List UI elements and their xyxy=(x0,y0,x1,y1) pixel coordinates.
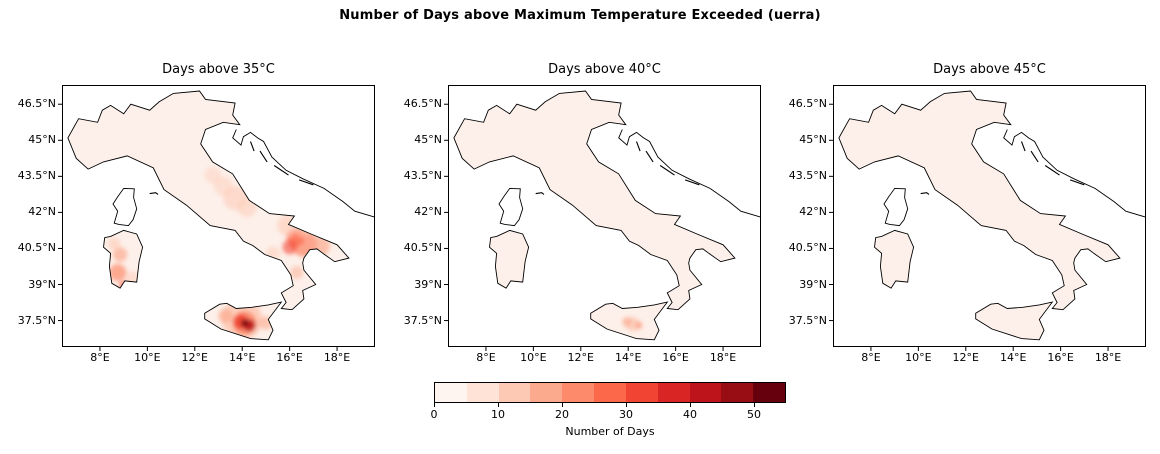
lon-tick-label: 10°E xyxy=(134,351,161,364)
lat-tick-label: 46.5°N xyxy=(17,97,56,111)
figure-title: Number of Days above Maximum Temperature… xyxy=(339,8,821,23)
lat-tick-label: 42°N xyxy=(414,205,442,219)
map-panel-40c: Days above 40°C 46.5°N 45°N 43.5°N 42°N 40.5… xyxy=(404,60,762,400)
lat-tick-label: 46.5°N xyxy=(403,97,442,111)
colorbar-tick-label: 20 xyxy=(555,408,569,421)
lat-tick-label: 39°N xyxy=(28,277,56,291)
lon-tick-label: 18°E xyxy=(709,351,737,364)
colorbar-tick-label: 30 xyxy=(619,408,633,421)
lat-tick-label: 40.5°N xyxy=(403,241,442,255)
colorbar-cell xyxy=(594,383,626,402)
colorbar-tick-label: 10 xyxy=(491,408,505,421)
colorbar-tick xyxy=(562,403,563,407)
lat-tick-label: 46.5°N xyxy=(788,97,827,111)
colorbar-tick-label: 0 xyxy=(430,408,438,421)
lat-tick-label: 43.5°N xyxy=(403,169,442,183)
map-axes-35c xyxy=(58,85,376,351)
map-axes-40c xyxy=(444,85,762,351)
colorbar-label: Number of Days xyxy=(565,425,655,438)
lon-tick-label: 14°E xyxy=(999,351,1027,364)
colorbar-tick xyxy=(434,403,435,407)
colorbar-cell xyxy=(466,383,499,402)
lon-tick-label: 16°E xyxy=(1047,351,1074,364)
lon-tick-label: 10°E xyxy=(905,351,932,364)
map-panel-35c: Days above 35°C 46.5°N 45°N 43.5°N 42°N 40.5… xyxy=(18,60,376,400)
map-axes-45c xyxy=(829,85,1147,351)
lat-tick-label: 45°N xyxy=(414,133,442,147)
colorbar-cell xyxy=(689,383,722,402)
colorbar: Number of Days 0 10 20 30 40 50 xyxy=(430,382,786,452)
colorbar-cell xyxy=(753,383,785,402)
italy-map-40c xyxy=(444,85,762,351)
panel-title-45c: Days above 45°C xyxy=(933,62,1046,77)
lon-tick-label: 14°E xyxy=(614,351,642,364)
colorbar-cell xyxy=(657,383,690,402)
lon-tick-label: 14°E xyxy=(228,351,256,364)
lat-tick-label: 42°N xyxy=(799,205,827,219)
colorbar-tick xyxy=(754,403,755,407)
lat-tick-label: 45°N xyxy=(799,133,827,147)
lat-tick-label: 39°N xyxy=(799,277,827,291)
lon-tick-label: 18°E xyxy=(1094,351,1122,364)
colorbar-tick xyxy=(690,403,691,407)
lat-tick-label: 37.5°N xyxy=(17,313,56,327)
colorbar-gradient xyxy=(434,382,786,403)
colorbar-cell xyxy=(530,383,563,402)
panel-title-35c: Days above 35°C xyxy=(162,62,275,77)
lon-tick-label: 8°E xyxy=(90,351,110,364)
lat-tick-label: 37.5°N xyxy=(403,313,442,327)
lon-tick-label: 8°E xyxy=(861,351,881,364)
lat-tick-label: 39°N xyxy=(414,277,442,291)
lat-tick-label: 43.5°N xyxy=(17,169,56,183)
panel-title-40c: Days above 40°C xyxy=(548,62,661,77)
lon-tick-label: 12°E xyxy=(181,351,208,364)
italy-map-35c xyxy=(58,85,376,351)
colorbar-cell xyxy=(625,383,658,402)
lon-tick-label: 16°E xyxy=(662,351,689,364)
lon-tick-label: 12°E xyxy=(952,351,979,364)
colorbar-tick-label: 50 xyxy=(747,408,761,421)
lon-tick-label: 18°E xyxy=(323,351,351,364)
lat-tick-label: 43.5°N xyxy=(788,169,827,183)
colorbar-tick-label: 40 xyxy=(683,408,697,421)
lon-tick-label: 10°E xyxy=(520,351,547,364)
colorbar-cell xyxy=(498,383,531,402)
colorbar-tick xyxy=(626,403,627,407)
lat-tick-label: 40.5°N xyxy=(17,241,56,255)
lat-tick-label: 45°N xyxy=(28,133,56,147)
colorbar-cell xyxy=(721,383,754,402)
lon-tick-label: 12°E xyxy=(567,351,594,364)
colorbar-cell xyxy=(562,383,595,402)
italy-map-45c xyxy=(829,85,1147,351)
lat-tick-label: 37.5°N xyxy=(788,313,827,327)
colorbar-tick xyxy=(498,403,499,407)
colorbar-cell xyxy=(435,383,467,402)
lon-tick-label: 8°E xyxy=(476,351,496,364)
lat-tick-label: 40.5°N xyxy=(788,241,827,255)
map-panel-45c: Days above 45°C 46.5°N 45°N 43.5°N 42°N 40.5… xyxy=(789,60,1147,400)
lat-tick-label: 42°N xyxy=(28,205,56,219)
lon-tick-label: 16°E xyxy=(276,351,303,364)
